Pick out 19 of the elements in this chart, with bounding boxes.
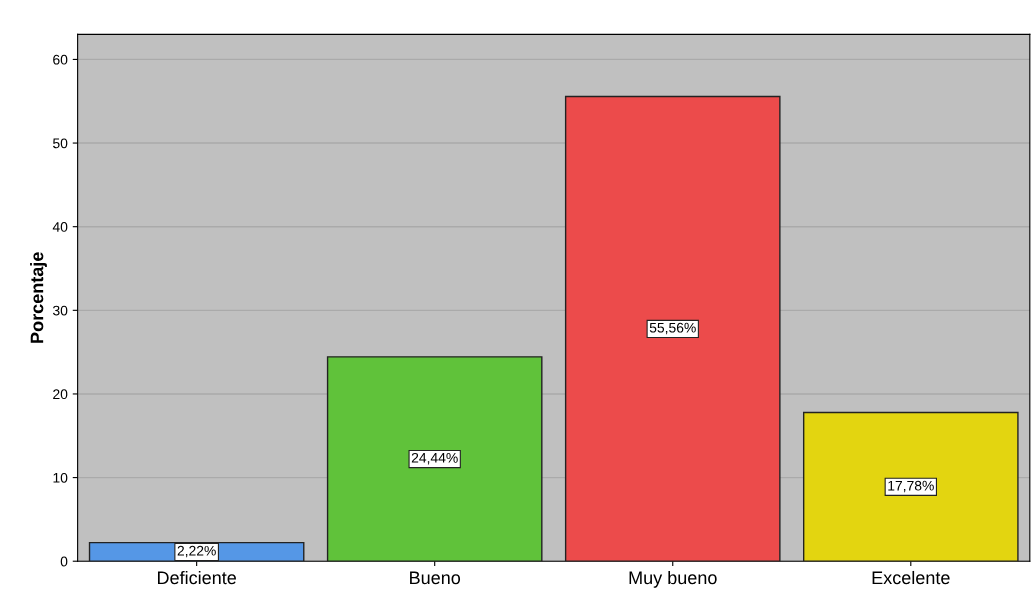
y-tick-label: 40 <box>52 222 68 232</box>
y-tick-label: 50 <box>53 138 68 149</box>
data-label: 2,22% <box>177 545 216 558</box>
bar <box>802 411 1019 562</box>
y-tick-label: 30 <box>52 305 68 316</box>
y-tick-label: 0 <box>60 556 68 567</box>
x-tick-label: Bueno <box>410 571 461 585</box>
data-label: 17,78% <box>888 480 934 493</box>
bar <box>326 356 543 562</box>
y-axis-title: Porcentaje <box>30 252 47 343</box>
x-tick-label: Deficiente <box>157 570 236 585</box>
data-label: 24,44% <box>411 452 458 465</box>
data-label: 55,56% <box>649 322 696 335</box>
y-tick-label: 20 <box>53 389 68 400</box>
y-tick-label: 10 <box>53 472 68 483</box>
x-tick-label: Excelente <box>872 570 950 585</box>
x-tick-label: Muy bueno <box>629 570 717 588</box>
bar <box>564 95 781 562</box>
y-tick-label: 60 <box>53 54 68 65</box>
